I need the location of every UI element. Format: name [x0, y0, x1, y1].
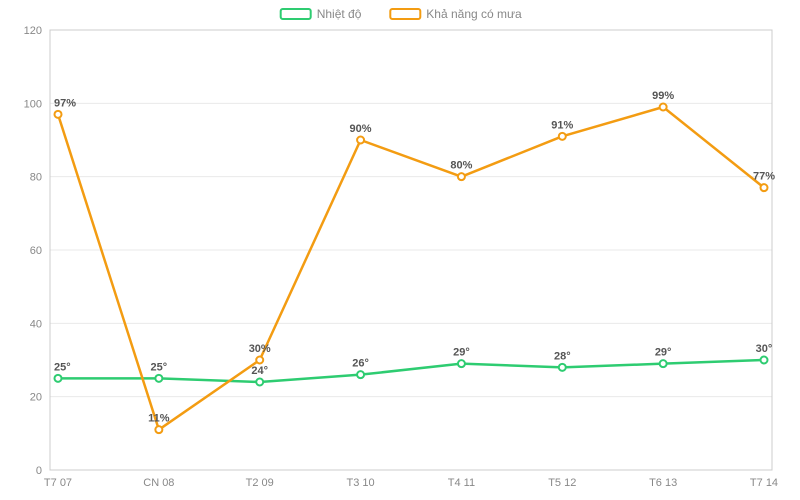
data-label: 30°	[756, 343, 773, 355]
data-point[interactable]	[761, 184, 768, 191]
data-point[interactable]	[458, 360, 465, 367]
data-label: 91%	[551, 119, 573, 131]
data-label: 29°	[655, 347, 672, 359]
data-point[interactable]	[256, 357, 263, 364]
data-point[interactable]	[357, 371, 364, 378]
x-tick-label: T7 07	[44, 477, 72, 489]
data-point[interactable]	[660, 104, 667, 111]
data-point[interactable]	[458, 173, 465, 180]
data-label: 90%	[350, 123, 372, 135]
data-point[interactable]	[357, 137, 364, 144]
weather-chart: 0 20 40 60 80 100 120 T7 07 CN 08 T2 09 T3 10 T4 11…	[0, 0, 800, 500]
x-tick-label: CN 08	[143, 477, 174, 489]
data-point[interactable]	[155, 375, 162, 382]
data-point[interactable]	[256, 379, 263, 386]
data-label: 97%	[54, 97, 76, 109]
y-tick-label: 0	[36, 465, 42, 477]
x-tick-label: T2 09	[246, 477, 274, 489]
data-label: 77%	[753, 171, 775, 183]
x-tick-label: T5 12	[548, 477, 576, 489]
data-label: 26°	[352, 358, 369, 370]
data-label: 28°	[554, 350, 571, 362]
data-label: 11%	[148, 413, 170, 425]
y-tick-label: 120	[24, 25, 42, 37]
chart-svg: 0 20 40 60 80 100 120 T7 07 CN 08 T2 09 T3 10 T4 11…	[0, 0, 800, 500]
y-tick-label: 100	[24, 98, 42, 110]
data-point[interactable]	[660, 360, 667, 367]
data-point[interactable]	[559, 133, 566, 140]
x-tick-label: T7 14	[750, 477, 778, 489]
x-tick-label: T3 10	[347, 477, 375, 489]
data-label: 24°	[251, 365, 268, 377]
data-point[interactable]	[155, 426, 162, 433]
y-tick-label: 20	[30, 392, 42, 404]
data-label: 25°	[151, 361, 168, 373]
data-label: 80%	[450, 160, 472, 172]
legend-label: Khả năng có mưa	[426, 7, 522, 21]
legend-label: Nhiệt độ	[317, 7, 362, 21]
x-tick-label: T4 11	[448, 477, 475, 489]
data-point[interactable]	[55, 375, 62, 382]
y-tick-label: 80	[30, 172, 42, 184]
data-point[interactable]	[55, 111, 62, 118]
data-label: 99%	[652, 90, 674, 102]
data-label: 29°	[453, 347, 470, 359]
x-tick-label: T6 13	[649, 477, 677, 489]
y-tick-label: 60	[30, 245, 42, 257]
y-tick-label: 40	[30, 318, 42, 330]
data-point[interactable]	[761, 357, 768, 364]
data-point[interactable]	[559, 364, 566, 371]
data-label: 30%	[249, 343, 271, 355]
data-label: 25°	[54, 361, 71, 373]
